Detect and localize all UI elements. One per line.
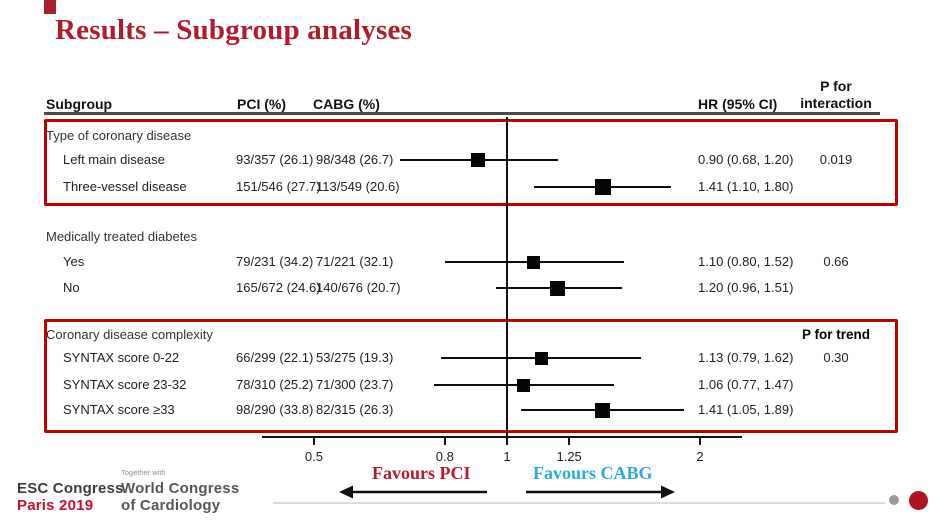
row-label: Left main disease xyxy=(63,152,165,167)
group-label: Coronary disease complexity xyxy=(46,327,213,342)
footer-paris-2019: Paris 2019 xyxy=(17,497,94,514)
footer-esc-congress: ESC Congress xyxy=(17,480,124,497)
hr-value: 1.13 (0.79, 1.62) xyxy=(698,350,794,365)
group-label: Type of coronary disease xyxy=(46,128,192,143)
p-value: 0.30 xyxy=(823,350,849,365)
favours-cabg-arrow xyxy=(526,485,675,499)
x-axis-line xyxy=(262,436,742,438)
hr-value: 1.41 (1.05, 1.89) xyxy=(698,402,794,417)
highlight-box-coronary-type xyxy=(44,119,898,206)
p-value: 0.66 xyxy=(823,254,849,269)
hr-marker xyxy=(516,378,530,392)
axis-tick xyxy=(443,437,446,445)
hr-value: 1.10 (0.80, 1.52) xyxy=(698,254,794,269)
col-header-subgroup: Subgroup xyxy=(46,96,113,112)
accent-bar xyxy=(44,0,56,14)
footer-divider-line xyxy=(273,502,885,504)
hr-value: 1.20 (0.96, 1.51) xyxy=(698,280,794,295)
favours-pci-label: Favours PCI xyxy=(372,463,471,483)
hr-value: 1.06 (0.77, 1.47) xyxy=(698,377,794,392)
footer-together-with: Together with xyxy=(121,468,166,477)
pci-value: 165/672 (24.6) xyxy=(236,280,321,295)
favours-cabg-label: Favours CABG xyxy=(533,463,653,483)
cabg-value: 53/275 (19.3) xyxy=(316,350,394,365)
axis-tick-label: 1 xyxy=(503,449,511,464)
cabg-value: 71/300 (23.7) xyxy=(316,377,394,392)
hr-marker xyxy=(470,153,485,167)
col-header-hr: HR (95% CI) xyxy=(698,96,778,112)
pci-value: 98/290 (33.8) xyxy=(236,402,314,417)
row-label: SYNTAX score 0-22 xyxy=(63,350,180,365)
reference-line-hr1 xyxy=(506,117,508,437)
axis-tick xyxy=(506,437,508,445)
row-label: SYNTAX score 23-32 xyxy=(63,377,187,392)
row-label: Three-vessel disease xyxy=(63,179,187,194)
group-label: Medically treated diabetes xyxy=(46,229,198,244)
cabg-value: 71/221 (32.1) xyxy=(316,254,394,269)
axis-tick xyxy=(312,437,315,445)
axis-tick-label: 0.5 xyxy=(304,449,323,464)
pci-value: 93/357 (26.1) xyxy=(236,152,314,167)
favours-pci-arrow xyxy=(339,485,487,499)
footer-of-cardiology: of Cardiology xyxy=(121,497,221,514)
row-label: Yes xyxy=(63,254,85,269)
axis-tick xyxy=(699,437,702,445)
row-label: No xyxy=(63,280,80,295)
axis-tick-label: 1.25 xyxy=(556,449,582,464)
axis-tick-label: 0.8 xyxy=(435,449,454,464)
hr-value: 0.90 (0.68, 1.20) xyxy=(698,152,794,167)
page-title: Results – Subgroup analyses xyxy=(55,14,412,46)
col-header-cabg: CABG (%) xyxy=(313,96,380,112)
pci-value: 151/546 (27.7) xyxy=(236,179,321,194)
gray-dot xyxy=(889,495,899,505)
col-header-pci: PCI (%) xyxy=(237,96,286,112)
axis-tick xyxy=(568,437,571,445)
row-label: SYNTAX score ≥33 xyxy=(63,402,175,417)
hr-marker xyxy=(527,255,541,269)
axis-tick-label: 2 xyxy=(696,449,704,464)
hr-marker xyxy=(534,351,548,365)
hr-marker xyxy=(594,179,611,195)
p-for-line: P for xyxy=(820,78,852,94)
p-trend-header: P for trend xyxy=(801,327,870,342)
highlight-box-complexity xyxy=(44,319,898,433)
interaction-line: interaction xyxy=(800,95,872,111)
cabg-value: 82/315 (26.3) xyxy=(316,402,394,417)
col-header-p-interaction: P for interaction xyxy=(788,78,884,112)
hr-marker xyxy=(550,280,566,296)
cabg-value: 113/549 (20.6) xyxy=(316,179,400,194)
red-dot xyxy=(909,491,928,510)
p-value: 0.019 xyxy=(819,152,853,167)
hr-value: 1.41 (1.10, 1.80) xyxy=(698,179,794,194)
cabg-value: 98/348 (26.7) xyxy=(316,152,394,167)
pci-value: 78/310 (25.2) xyxy=(236,377,314,392)
hr-marker xyxy=(595,402,611,418)
header-underline xyxy=(44,112,880,115)
pci-value: 79/231 (34.2) xyxy=(236,254,314,269)
footer-world-congress: World Congress xyxy=(121,480,240,497)
cabg-value: 140/676 (20.7) xyxy=(316,280,401,295)
pci-value: 66/299 (22.1) xyxy=(236,350,314,365)
